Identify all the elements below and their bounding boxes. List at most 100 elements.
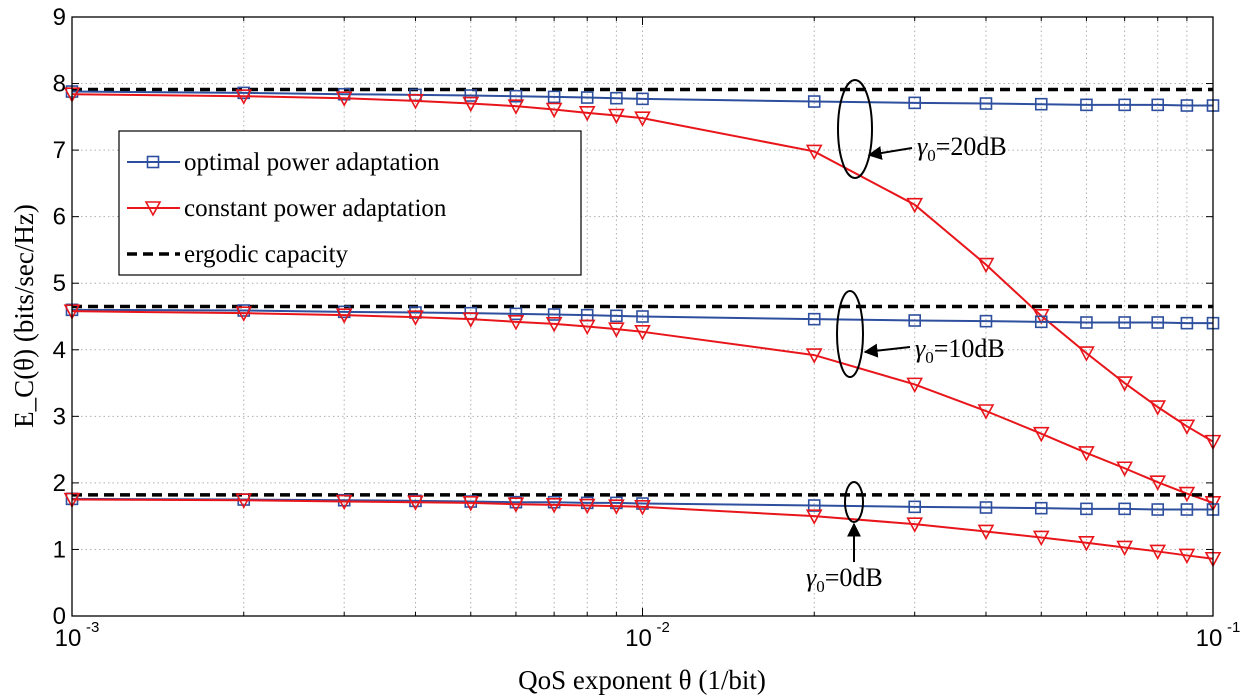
optimal-marker <box>1034 501 1048 515</box>
constant-marker <box>462 96 480 113</box>
annotation-label-10dB: γ0=10dB <box>915 334 1005 367</box>
constant-marker <box>608 108 625 125</box>
x-tick-label: 10 <box>55 625 82 652</box>
optimal-marker <box>547 308 561 321</box>
constant-power-line <box>71 498 1214 560</box>
constant-marker <box>634 111 651 127</box>
optimal-marker <box>1180 99 1194 112</box>
optimal-marker <box>636 310 649 323</box>
constant-marker <box>335 308 353 324</box>
optimal-marker <box>464 89 478 102</box>
series-group-0dB <box>63 492 1222 568</box>
optimal-marker <box>807 95 821 108</box>
optimal-marker <box>337 493 351 507</box>
optimal-marker <box>908 96 921 110</box>
group-ellipse-10dB <box>836 290 864 378</box>
constant-marker <box>1078 346 1095 362</box>
annotation-label-0dB: γ0=0dB <box>806 563 883 596</box>
legend-item-optimal: optimal power adaptation <box>127 149 440 176</box>
optimal-marker <box>464 495 478 508</box>
constant-marker <box>1032 530 1050 547</box>
y-tick-label: 8 <box>53 71 66 98</box>
constant-marker <box>1149 475 1167 491</box>
constant-marker <box>977 524 995 541</box>
y-tick-label: 4 <box>53 337 66 364</box>
y-tick-label: 0 <box>53 603 66 630</box>
constant-marker <box>634 325 651 341</box>
constant-marker <box>235 306 253 322</box>
constant-marker <box>906 377 924 394</box>
y-tick-label: 1 <box>53 536 66 563</box>
group-ellipse-20dB <box>837 79 873 179</box>
constant-marker <box>407 310 424 326</box>
optimal-marker <box>807 312 821 326</box>
optimal-marker <box>1080 316 1093 329</box>
constant-marker <box>977 257 995 274</box>
y-tick-label: 6 <box>53 204 66 231</box>
optimal-marker <box>908 500 921 514</box>
constant-marker <box>144 201 162 217</box>
y-tick-label: 3 <box>53 403 66 430</box>
x-tick-label: 10 <box>1196 625 1223 652</box>
optimal-marker <box>979 97 993 110</box>
constant-marker <box>1116 461 1133 477</box>
constant-marker <box>545 102 563 119</box>
constant-marker <box>578 319 596 336</box>
constant-marker <box>507 99 525 115</box>
optimal-marker <box>636 92 649 106</box>
constant-marker <box>1149 400 1167 416</box>
constant-marker <box>805 348 823 364</box>
constant-marker <box>1178 419 1196 436</box>
constant-marker <box>608 499 625 515</box>
constant-marker <box>1032 426 1050 443</box>
optimal-marker <box>610 309 623 323</box>
optimal-marker <box>146 155 160 169</box>
optimal-marker <box>1034 315 1048 329</box>
constant-marker <box>545 317 563 333</box>
constant-marker <box>1149 544 1167 561</box>
optimal-marker <box>1118 98 1131 112</box>
constant-marker <box>1116 540 1133 557</box>
y-tick-label: 9 <box>53 4 66 31</box>
constant-marker <box>507 315 525 331</box>
group-ellipse-0dB <box>844 481 864 523</box>
constant-marker <box>608 322 625 338</box>
constant-marker <box>507 497 525 513</box>
series-layer <box>63 85 1222 568</box>
constant-marker <box>1116 376 1133 392</box>
legend-label-optimal: optimal power adaptation <box>184 149 440 176</box>
constant-power-line <box>71 93 1214 443</box>
legend-item-ergodic: ergodic capacity <box>127 241 349 268</box>
legend-item-constant: constant power adaptation <box>127 195 447 222</box>
y-tick-label: 7 <box>53 137 66 164</box>
constant-marker <box>634 500 651 516</box>
x-tick-label: 10 <box>625 625 652 652</box>
annotation-arrow-10dB <box>863 343 911 358</box>
x-tick-exponent: -2 <box>657 619 670 636</box>
optimal-marker <box>1118 502 1131 516</box>
constant-marker <box>1078 446 1095 462</box>
constant-marker <box>462 496 480 512</box>
legend-box <box>118 130 582 276</box>
constant-marker <box>1178 548 1196 565</box>
constant-marker <box>805 509 823 525</box>
optimal-marker <box>1151 503 1165 516</box>
legend-label-constant: constant power adaptation <box>184 195 447 222</box>
constant-marker <box>235 493 253 509</box>
constant-marker <box>235 89 253 105</box>
constant-marker <box>335 494 353 511</box>
annotation-arrow-20dB <box>867 146 913 160</box>
legend: optimal power adaptation constant power a… <box>118 130 582 276</box>
y-tick-label: 2 <box>53 470 66 497</box>
constant-marker <box>407 94 424 110</box>
optimal-marker <box>1180 503 1194 516</box>
constant-marker <box>545 498 563 514</box>
optimal-marker <box>979 314 993 328</box>
constant-marker <box>335 91 353 107</box>
optimal-marker <box>807 499 821 512</box>
y-axis-title: E_C(θ) (bits/sec/Hz) <box>9 204 39 428</box>
constant-marker <box>977 404 995 420</box>
constant-marker <box>462 312 480 328</box>
